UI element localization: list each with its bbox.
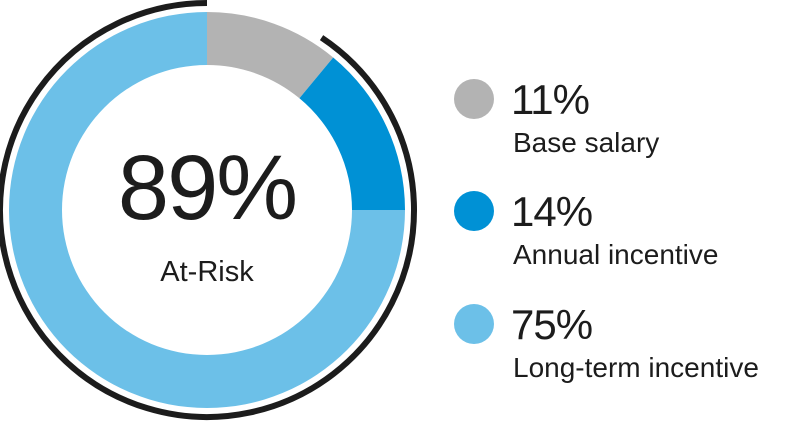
legend-label-long-term-incentive: Long-term incentive [513,352,759,383]
legend-label-annual-incentive: Annual incentive [513,239,718,270]
legend-value-long-term-incentive: 75% [511,301,592,348]
legend-label-base-salary: Base salary [513,127,659,158]
legend-value-base-salary: 11% [511,76,589,123]
donut-slice-annual-incentive [299,57,405,210]
legend-swatch-annual-incentive [454,191,494,231]
donut-slice-base-salary [207,12,334,99]
legend-swatch-base-salary [454,79,494,119]
legend-swatch-long-term-incentive [454,304,494,344]
legend: 11% Base salary 14% Annual incentive 75% Long… [454,76,759,383]
donut-slices [9,12,405,408]
center-value: 89% [118,137,296,239]
legend-value-annual-incentive: 14% [511,188,592,235]
center-label: At-Risk [160,256,254,288]
at-risk-bracket-arc [0,0,417,420]
